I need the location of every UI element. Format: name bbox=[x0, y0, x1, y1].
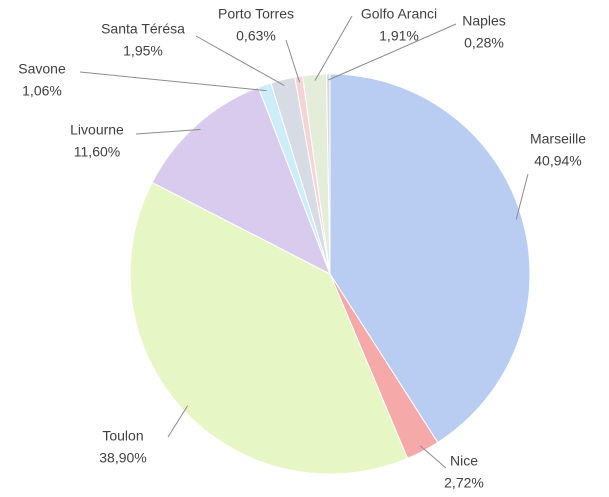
slice-label: Golfo Aranci bbox=[361, 6, 437, 22]
pie-slice bbox=[151, 86, 331, 276]
slice-label: Livourne bbox=[70, 122, 124, 138]
slice-value-label: 11,60% bbox=[74, 144, 120, 160]
slice-label: Naples bbox=[462, 13, 506, 29]
slice-value-label: 1,91% bbox=[379, 28, 419, 44]
pie-slice bbox=[325, 73, 331, 275]
leader-line bbox=[79, 71, 267, 92]
leader-line bbox=[314, 15, 353, 81]
leader-line bbox=[195, 35, 285, 86]
leader-line bbox=[328, 23, 457, 81]
leader-line bbox=[167, 405, 189, 438]
slice-value-label: 0,28% bbox=[464, 35, 504, 51]
leader-line bbox=[135, 129, 201, 135]
slice-label: Toulon bbox=[102, 428, 143, 444]
pie-slice bbox=[329, 73, 531, 444]
slice-value-label: 38,90% bbox=[99, 450, 146, 466]
slice-value-label: 2,72% bbox=[444, 475, 484, 491]
slice-label: Marseille bbox=[530, 131, 586, 147]
pie-slice bbox=[129, 181, 409, 475]
slice-value-label: 40,94% bbox=[534, 153, 581, 169]
leader-line bbox=[515, 173, 529, 220]
slice-label: Porto Torres bbox=[218, 6, 294, 22]
leader-line bbox=[285, 39, 301, 83]
slice-label: Nice bbox=[450, 453, 478, 469]
slice-value-label: 1,06% bbox=[22, 83, 62, 99]
leader-line bbox=[419, 445, 447, 469]
slice-value-label: 1,95% bbox=[123, 43, 163, 59]
slice-value-label: 0,63% bbox=[236, 28, 276, 44]
slice-label: Savone bbox=[18, 61, 66, 77]
slice-label: Santa Térésa bbox=[101, 21, 185, 37]
